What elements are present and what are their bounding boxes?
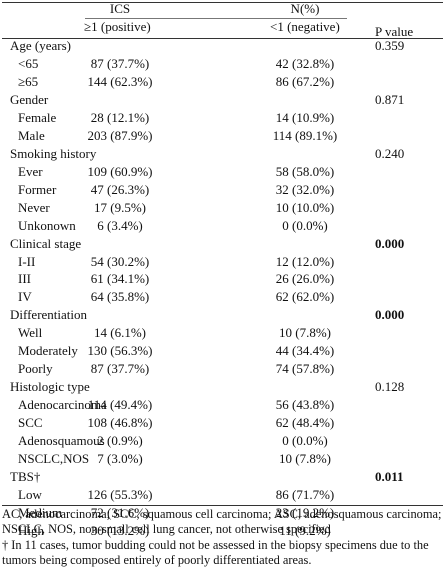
positive-value: 114 (49.4%) [87,397,153,413]
unit: N(%) [290,1,320,16]
row-label: Unkonown [18,217,76,233]
row-label: SCC [18,415,43,431]
positive-value: 87 (37.7%) [90,55,150,71]
negative-value: 10 (7.8%) [279,325,331,341]
row-label: Adenocarcinoma [18,397,107,413]
row-label: IV [18,289,32,305]
row-label: NSCLC,NOS [18,451,90,467]
positive-value: 47 (26.3%) [90,181,150,197]
group-label: TBS† [10,469,41,485]
positive-value: 54 (30.2%) [90,253,150,269]
group-label: Gender [10,91,49,107]
row-label: Moderately [18,343,78,359]
group-label: Smoking history [10,145,97,161]
row-label: ≥65 [18,73,39,89]
negative-value: 0 (0.0%) [282,217,328,233]
row-label: High [18,522,44,538]
row-label: I-II [18,253,36,269]
negative-value: 74 (57.8%) [275,361,335,377]
row-label: Former [18,181,57,197]
header-rule [85,18,347,19]
negative-value: 58 (58.0%) [275,163,335,179]
negative-value: 14 (10.9%) [275,109,335,125]
positive-value: 72 (31.6%) [90,504,150,520]
p-value: 0.000 [375,307,405,323]
bottom-rule [2,505,443,506]
row-label: Never [18,199,50,215]
positive-value: 126 (55.3%) [87,487,153,502]
positive-value: 14 (6.1%) [94,325,146,341]
negative-value: 86 (71.7%) [275,487,335,502]
col-positive: ≥1 (positive) [84,19,151,34]
p-value: 0.128 [375,379,405,395]
positive-value: 17 (9.5%) [94,199,146,215]
negative-value: 10 (10.0%) [275,199,335,215]
group-label: Age (years) [10,38,71,53]
negative-value: 62 (48.4%) [275,415,335,431]
row-label: Well [18,325,43,341]
row-label: <65 [18,55,39,71]
row-label: Medium [18,504,63,520]
row-label: Ever [18,163,43,179]
group-label: Clinical stage [10,235,82,251]
p-value: 0.871 [375,91,405,107]
positive-value: 7 (3.0%) [97,451,143,467]
p-value: 0.359 [375,38,405,53]
negative-value: 114 (89.1%) [272,127,338,143]
row-label: Adenosquamous [18,433,105,449]
row-label: Poorly [18,361,53,377]
negative-value: 26 (26.0%) [275,271,335,287]
positive-value: 28 (12.1%) [90,109,150,125]
p-value: 0.011 [375,469,404,485]
row-label: Low [18,487,42,502]
row-label: III [18,271,31,287]
positive-value: 203 (87.9%) [87,127,153,143]
positive-value: 30 (13.2%) [90,522,150,538]
footnote: † In 11 cases, tumor budding could not b… [2,538,429,568]
row-label: Male [18,127,45,143]
p-value: 0.000 [375,235,405,251]
positive-value: 64 (35.8%) [90,289,150,305]
header-bottom-rule [2,38,443,39]
positive-value: 108 (46.8%) [87,415,153,431]
negative-value: 42 (32.8%) [275,55,335,71]
negative-value: 23 (19.2%) [275,504,335,520]
group-label: Histologic type [10,379,90,395]
negative-value: 0 (0.0%) [282,433,328,449]
group-title: ICS [109,1,131,16]
row-label: Female [18,109,57,125]
positive-value: 144 (62.3%) [87,73,153,89]
positive-value: 61 (34.1%) [90,271,150,287]
col-p: P value [375,24,414,39]
positive-value: 6 (3.4%) [97,217,143,233]
negative-value: 10 (7.8%) [279,451,331,467]
footnote: AC, adenocarcinoma; SCC, squamous cell c… [2,507,442,537]
top-rule [2,2,443,3]
negative-value: 56 (43.8%) [275,397,335,413]
positive-value: 87 (37.7%) [90,361,150,377]
p-value: 0.240 [375,145,405,161]
positive-value: 109 (60.9%) [87,163,153,179]
negative-value: 62 (62.0%) [275,289,335,305]
group-label: Differentiation [10,307,88,323]
negative-value: 11 (9.2%) [279,522,331,538]
positive-value: 130 (56.3%) [87,343,153,359]
col-negative: <1 (negative) [270,19,340,34]
negative-value: 86 (67.2%) [275,73,335,89]
negative-value: 32 (32.0%) [275,181,335,197]
negative-value: 44 (34.4%) [275,343,335,359]
negative-value: 12 (12.0%) [275,253,335,269]
positive-value: 2 (0.9%) [97,433,143,449]
